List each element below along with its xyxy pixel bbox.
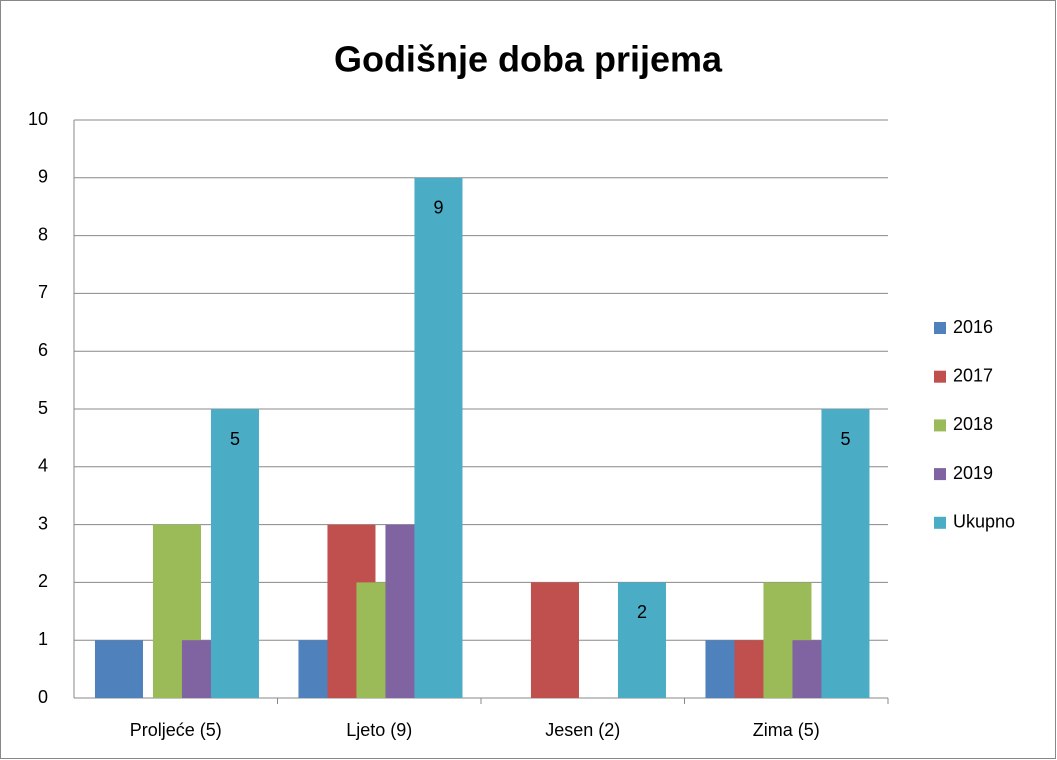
y-tick-label: 5 — [38, 398, 48, 418]
y-tick-label: 2 — [38, 571, 48, 591]
bar — [821, 409, 870, 698]
data-label: 5 — [840, 429, 850, 449]
bar — [617, 582, 666, 698]
legend-label: Ukupno — [953, 512, 1015, 532]
x-tick-label: Jesen (2) — [545, 720, 620, 740]
y-tick-label: 1 — [38, 629, 48, 649]
data-label: 5 — [230, 429, 240, 449]
legend-swatch — [934, 322, 946, 334]
y-tick-label: 7 — [38, 282, 48, 302]
bar — [94, 640, 143, 698]
y-tick-label: 3 — [38, 513, 48, 533]
legend-swatch — [934, 370, 946, 383]
bar — [530, 582, 579, 698]
y-tick-label: 4 — [38, 456, 48, 476]
y-tick-label: 8 — [38, 224, 48, 244]
legend-swatch — [934, 516, 946, 529]
legend-swatch — [934, 468, 946, 481]
chart-title: Godišnje doba prijema — [334, 39, 723, 80]
data-label: 2 — [637, 602, 647, 622]
legend-swatch — [934, 419, 946, 432]
y-tick-label: 10 — [28, 109, 48, 129]
bar — [210, 409, 259, 698]
x-tick-label: Proljeće (5) — [130, 720, 222, 740]
x-tick-label: Zima (5) — [753, 720, 820, 740]
legend-label: 2018 — [953, 414, 993, 434]
x-tick-label: Ljeto (9) — [346, 720, 412, 740]
legend-label: 2019 — [953, 463, 993, 483]
legend-label: 2017 — [953, 365, 993, 385]
data-label: 9 — [433, 198, 443, 218]
y-tick-label: 9 — [38, 167, 48, 187]
y-tick-label: 0 — [38, 687, 48, 707]
y-tick-label: 6 — [38, 340, 48, 360]
legend-label: 2016 — [953, 317, 993, 337]
bar — [414, 177, 463, 699]
